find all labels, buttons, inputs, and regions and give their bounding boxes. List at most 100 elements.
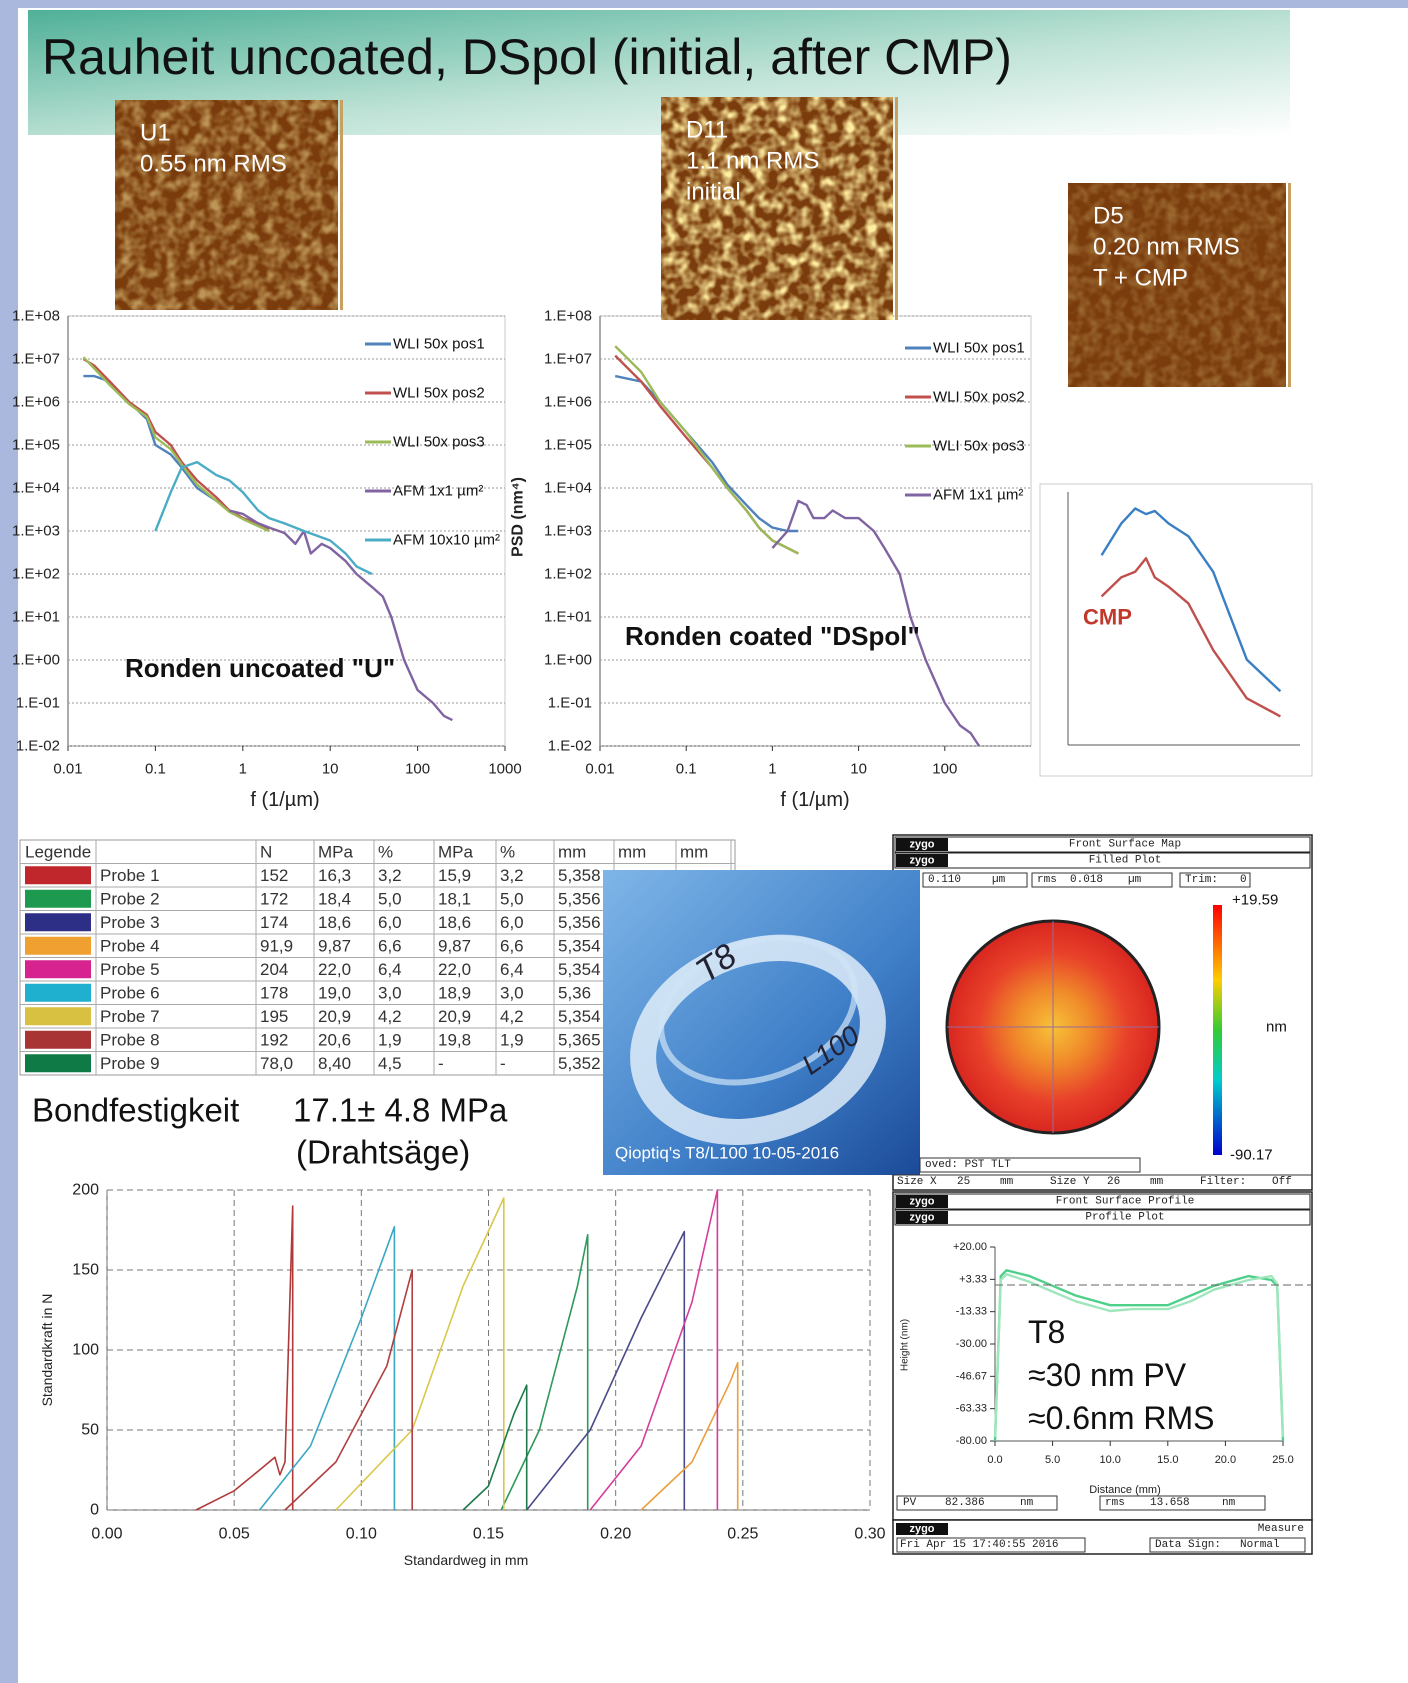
- y-tick-label: 1.E+02: [12, 566, 60, 583]
- zygo-bar-title: Front Surface Profile: [1056, 1196, 1195, 1208]
- y-axis-label: Height (nm): [900, 1319, 911, 1371]
- legend-swatch: [25, 1007, 91, 1025]
- table-cell: 204: [260, 960, 288, 979]
- x-tick-label: 0.01: [53, 761, 82, 778]
- x-tick-label: 10: [322, 761, 339, 778]
- profile-footer: PV: [903, 1497, 917, 1509]
- map-field: Trim:: [1185, 874, 1218, 886]
- colorbar-max: +19.59: [1232, 892, 1278, 909]
- legend-label: WLI 50x pos1: [393, 336, 485, 353]
- y-tick-label: 0: [90, 1502, 99, 1519]
- table-header: %: [500, 842, 515, 861]
- zygo-bar-title: Filled Plot: [1089, 855, 1162, 867]
- table-header: Legende: [25, 842, 91, 861]
- x-tick-label: 100: [405, 761, 430, 778]
- bond-value: 17.1± 4.8 MPa: [293, 1092, 508, 1129]
- table-cell: 6,0: [500, 913, 524, 932]
- legend-swatch: [25, 913, 91, 931]
- legend-label: AFM 10x10 µm²: [393, 532, 500, 549]
- table-cell: 9,87: [438, 936, 471, 955]
- table-cell: 5,354: [558, 960, 601, 979]
- y-tick-label: 50: [81, 1422, 99, 1439]
- map-footer: Size X: [897, 1176, 937, 1188]
- table-cell: 5,0: [378, 889, 402, 908]
- profile-footer: 13.658: [1150, 1497, 1190, 1509]
- table-cell: 22,0: [438, 960, 471, 979]
- afm-label: D5: [1093, 203, 1124, 230]
- x-tick-label: 0.01: [585, 761, 614, 778]
- legend-swatch: [25, 1031, 91, 1049]
- table-cell: 174: [260, 913, 288, 932]
- zygo-logo-text: zygo: [909, 1196, 934, 1208]
- annotation: T8: [1028, 1314, 1065, 1350]
- y-tick-label: 1.E+01: [12, 609, 60, 626]
- y-tick-label: 1.E+08: [544, 308, 592, 325]
- table-cell: 20,9: [318, 1007, 351, 1026]
- page: { "title": "Rauheit uncoated, DSpol (ini…: [0, 0, 1408, 1683]
- table-cell: 178: [260, 983, 288, 1002]
- afm-label: initial: [686, 179, 741, 206]
- profile-footer: rms: [1105, 1497, 1125, 1509]
- afm-colorbar: [895, 97, 898, 320]
- table-cell: Probe 3: [100, 913, 160, 932]
- legend-label: WLI 50x pos3: [933, 438, 1025, 455]
- legend-swatch: [25, 960, 91, 978]
- y-tick-label: 1.E+01: [544, 609, 592, 626]
- map-footer: Size Y: [1050, 1176, 1090, 1188]
- y-tick-label: 1.E+04: [12, 480, 60, 497]
- legend-swatch: [25, 937, 91, 955]
- y-tick-label: 200: [72, 1182, 99, 1199]
- table-cell: 22,0: [318, 960, 351, 979]
- legend-label: AFM 1x1 µm²: [393, 483, 483, 500]
- x-tick-label: 1: [239, 761, 247, 778]
- x-tick-label: 0.25: [727, 1526, 758, 1543]
- legend-label: WLI 50x pos1: [933, 340, 1025, 357]
- y-tick-label: 100: [72, 1342, 99, 1359]
- table-cell: 4,5: [378, 1054, 402, 1073]
- afm-label: D11: [686, 117, 728, 144]
- map-field: 0.110: [928, 874, 961, 886]
- x-tick-label: 1000: [488, 761, 521, 778]
- zygo-logo-text: zygo: [909, 1212, 934, 1224]
- table-cell: 18,4: [318, 889, 351, 908]
- x-tick-label: 0.05: [219, 1526, 250, 1543]
- table-cell: Probe 5: [100, 960, 160, 979]
- y-tick-label: -30.00: [956, 1338, 987, 1350]
- legend-swatch: [25, 890, 91, 908]
- map-footer: Filter:: [1200, 1176, 1246, 1188]
- y-tick-label: 1.E+05: [544, 437, 592, 454]
- x-tick-label: 10.0: [1099, 1454, 1120, 1466]
- map-footer: mm: [1000, 1176, 1014, 1188]
- table-cell: 5,354: [558, 1007, 601, 1026]
- table-cell: 6,0: [378, 913, 402, 932]
- status-label: Data Sign:: [1155, 1539, 1221, 1551]
- table-cell: 15,9: [438, 866, 471, 885]
- zygo-bar-title: Front Surface Map: [1069, 839, 1181, 851]
- afm-label: 1.1 nm RMS: [686, 148, 819, 175]
- table-cell: 6,6: [378, 936, 402, 955]
- y-tick-label: 1.E-02: [16, 738, 60, 755]
- y-tick-label: 1.E+00: [544, 652, 592, 669]
- y-tick-label: 1.E+08: [12, 308, 60, 325]
- table-cell: 4,2: [378, 1007, 402, 1026]
- afm-colorbar: [1288, 183, 1291, 387]
- x-axis-label: f (1/µm): [250, 789, 319, 811]
- y-axis-label: PSD (nm⁴): [510, 477, 527, 557]
- zygo-logo-text: zygo: [909, 855, 934, 867]
- table-cell: 172: [260, 889, 288, 908]
- x-tick-label: 20.0: [1215, 1454, 1236, 1466]
- x-tick-label: 0.1: [676, 761, 697, 778]
- table-cell: 8,40: [318, 1054, 351, 1073]
- y-tick-label: 1.E+06: [544, 394, 592, 411]
- profile-footer: 82.386: [945, 1497, 985, 1509]
- table-header: %: [378, 842, 393, 861]
- table-cell: -: [438, 1054, 444, 1073]
- table-cell: 19,8: [438, 1030, 471, 1049]
- table-cell: 16,3: [318, 866, 351, 885]
- afm-label: T + CMP: [1093, 265, 1188, 292]
- table-cell: 6,4: [378, 960, 402, 979]
- legend-label: WLI 50x pos3: [393, 434, 485, 451]
- y-tick-label: 1.E+06: [12, 394, 60, 411]
- status-label: Measure: [1258, 1523, 1304, 1535]
- map-field: 0: [1240, 874, 1247, 886]
